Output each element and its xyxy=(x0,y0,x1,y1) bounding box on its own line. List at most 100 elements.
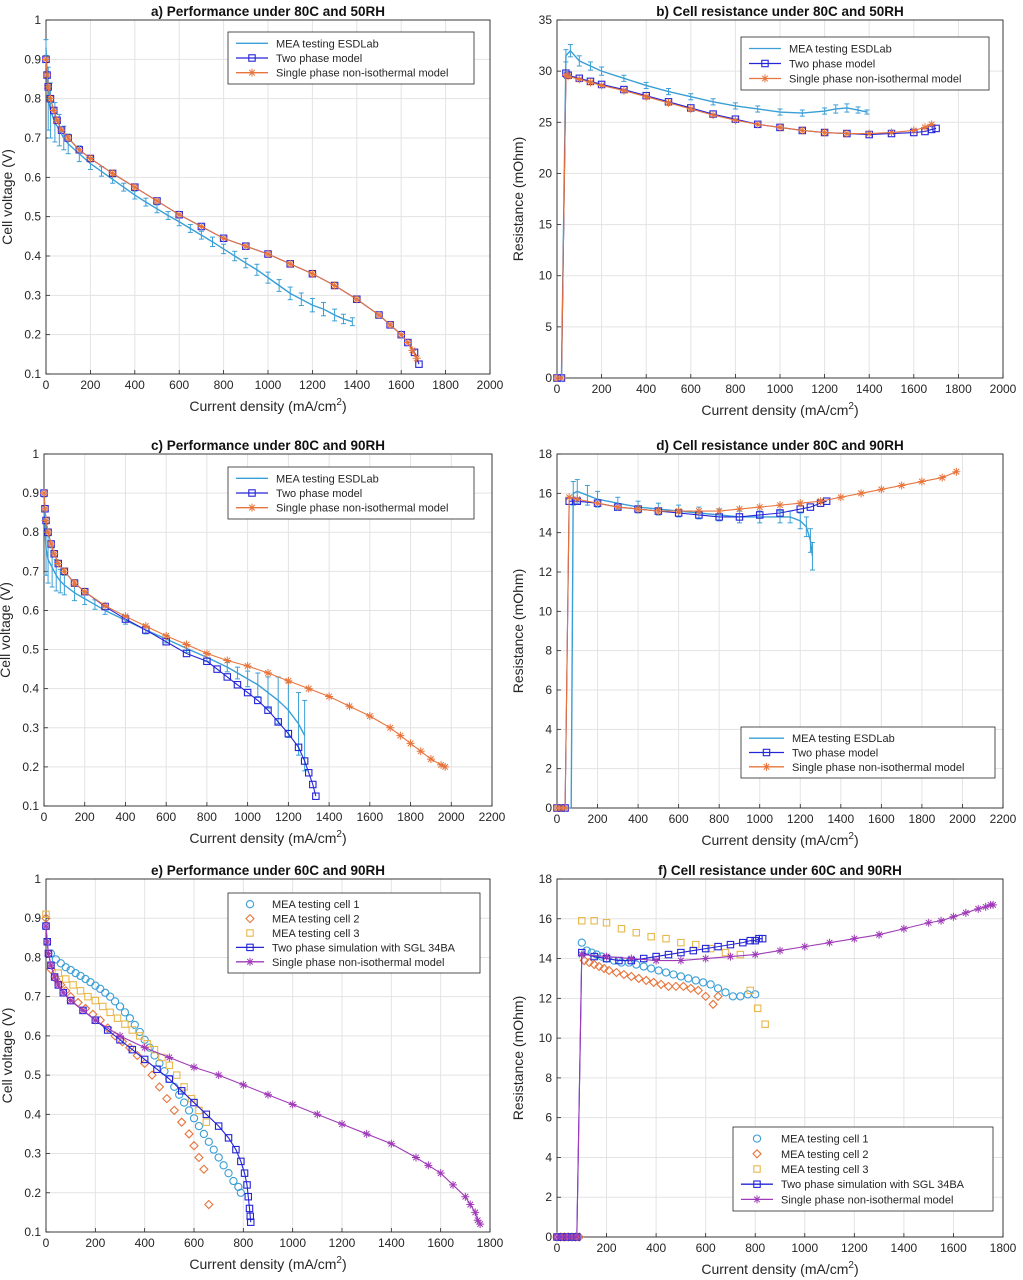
x-tick-label: 600 xyxy=(669,812,689,826)
legend-marker xyxy=(245,900,255,909)
data-point xyxy=(91,996,100,1005)
data-point xyxy=(677,948,685,957)
data-point xyxy=(184,1129,194,1139)
data-point xyxy=(604,965,614,976)
data-point xyxy=(135,1027,144,1037)
y-tick-label: 0.1 xyxy=(24,367,41,381)
data-point xyxy=(194,1121,204,1131)
data-point xyxy=(575,75,584,84)
legend-label: Two phase simulation with SGL 34BA xyxy=(272,942,456,954)
data-point xyxy=(557,1233,566,1241)
x-tick-label: 200 xyxy=(592,382,612,396)
x-tick-label: 1400 xyxy=(343,378,370,392)
data-point xyxy=(626,971,637,982)
data-point xyxy=(573,495,582,504)
data-point xyxy=(751,990,760,999)
x-axis-label: Current density (mA/cm2) xyxy=(701,831,858,848)
data-point xyxy=(798,126,807,135)
data-point xyxy=(54,980,63,989)
data-point xyxy=(309,780,317,789)
x-tick-label: 1000 xyxy=(767,382,794,396)
legend-label: Single phase non-isothermal model xyxy=(276,68,448,80)
data-point xyxy=(647,932,655,941)
data-point xyxy=(875,930,884,939)
y-tick-label: 0.8 xyxy=(24,950,41,964)
legend-marker xyxy=(248,489,256,497)
data-point xyxy=(739,938,747,947)
data-point xyxy=(42,910,50,919)
y-tick-label: 0.9 xyxy=(24,52,41,66)
data-point xyxy=(557,374,566,382)
y-tick-label: 0.8 xyxy=(24,92,41,106)
x-tick-label: 600 xyxy=(156,810,176,824)
data-point xyxy=(877,485,886,494)
data-point xyxy=(461,1192,470,1201)
data-point xyxy=(153,196,161,205)
legend-label: Single phase non-isothermal model xyxy=(276,503,448,515)
x-tick-label: 400 xyxy=(628,812,648,826)
data-point xyxy=(671,981,681,992)
data-point xyxy=(362,1129,371,1138)
data-point xyxy=(403,338,412,347)
x-axis-label-end: ) xyxy=(854,402,859,418)
y-tick-label: 30 xyxy=(539,64,553,78)
data-point xyxy=(627,954,636,963)
data-point xyxy=(776,123,784,132)
data-point xyxy=(857,489,866,498)
data-point xyxy=(920,123,929,132)
data-point xyxy=(562,1233,571,1241)
data-point xyxy=(46,94,55,103)
y-tick-label: 15 xyxy=(539,218,553,232)
x-tick-label: 1400 xyxy=(891,1241,918,1255)
y-tick-label: 0.5 xyxy=(24,210,41,224)
data-point xyxy=(189,1114,199,1123)
x-axis-label-main: Current density (mA/cm xyxy=(189,398,336,414)
data-point xyxy=(820,128,829,137)
data-point xyxy=(130,183,139,192)
data-point xyxy=(647,964,656,973)
data-point xyxy=(284,676,293,685)
x-axis-label: Current density (mA/cm2) xyxy=(189,1255,346,1272)
y-tick-label: 0.2 xyxy=(22,760,39,774)
legend-label: Single phase non-isothermal model xyxy=(789,74,961,86)
data-point xyxy=(141,622,150,631)
data-point xyxy=(897,481,906,490)
data-point xyxy=(264,706,272,714)
x-tick-label: 0 xyxy=(43,1236,50,1250)
data-point xyxy=(466,1200,475,1209)
data-point xyxy=(816,497,825,506)
data-point xyxy=(190,1098,198,1107)
x-tick-label: 1400 xyxy=(316,810,343,824)
chart-panel-e: 0 200 400 600 800 1000 1200 1400 1600 1800 0.1 0.2 0… xyxy=(0,863,504,1272)
data-point xyxy=(203,657,211,666)
data-point xyxy=(214,1071,223,1080)
data-point xyxy=(304,769,313,777)
data-point xyxy=(654,966,663,975)
chart-panel-f: 0 200 400 600 800 1000 1200 1400 1600 1800 0 2 4 6 8 10… xyxy=(510,863,1017,1277)
data-point xyxy=(553,374,561,382)
y-tick-label: 6 xyxy=(545,683,552,697)
y-tick-label: 1 xyxy=(32,447,39,461)
data-point xyxy=(175,210,184,219)
chart-panel-b: 0 200 400 600 800 1000 1200 1400 1600 1800 2000 0 5 1… xyxy=(510,4,1017,418)
data-point xyxy=(84,992,92,1001)
chart-title: c) Performance under 80C and 90RH xyxy=(151,438,385,453)
data-point xyxy=(46,961,55,970)
data-point xyxy=(632,960,641,969)
data-point xyxy=(924,918,933,927)
x-tick-label: 1000 xyxy=(255,378,282,392)
data-point xyxy=(66,996,75,1005)
x-axis-label-end: ) xyxy=(342,398,347,414)
data-point xyxy=(735,505,744,514)
x-tick-label: 600 xyxy=(696,1241,716,1255)
x-axis-label: Current density (mA/cm2) xyxy=(189,829,346,846)
y-tick-label: 0.2 xyxy=(24,1186,41,1200)
data-point xyxy=(689,946,698,955)
legend-marker xyxy=(761,74,769,83)
x-axis-label-sup: 2 xyxy=(848,1260,854,1271)
x-tick-label: 0 xyxy=(554,382,561,396)
data-point xyxy=(243,1181,251,1189)
data-point xyxy=(177,1087,186,1095)
data-point xyxy=(274,718,282,726)
data-point xyxy=(312,792,320,800)
